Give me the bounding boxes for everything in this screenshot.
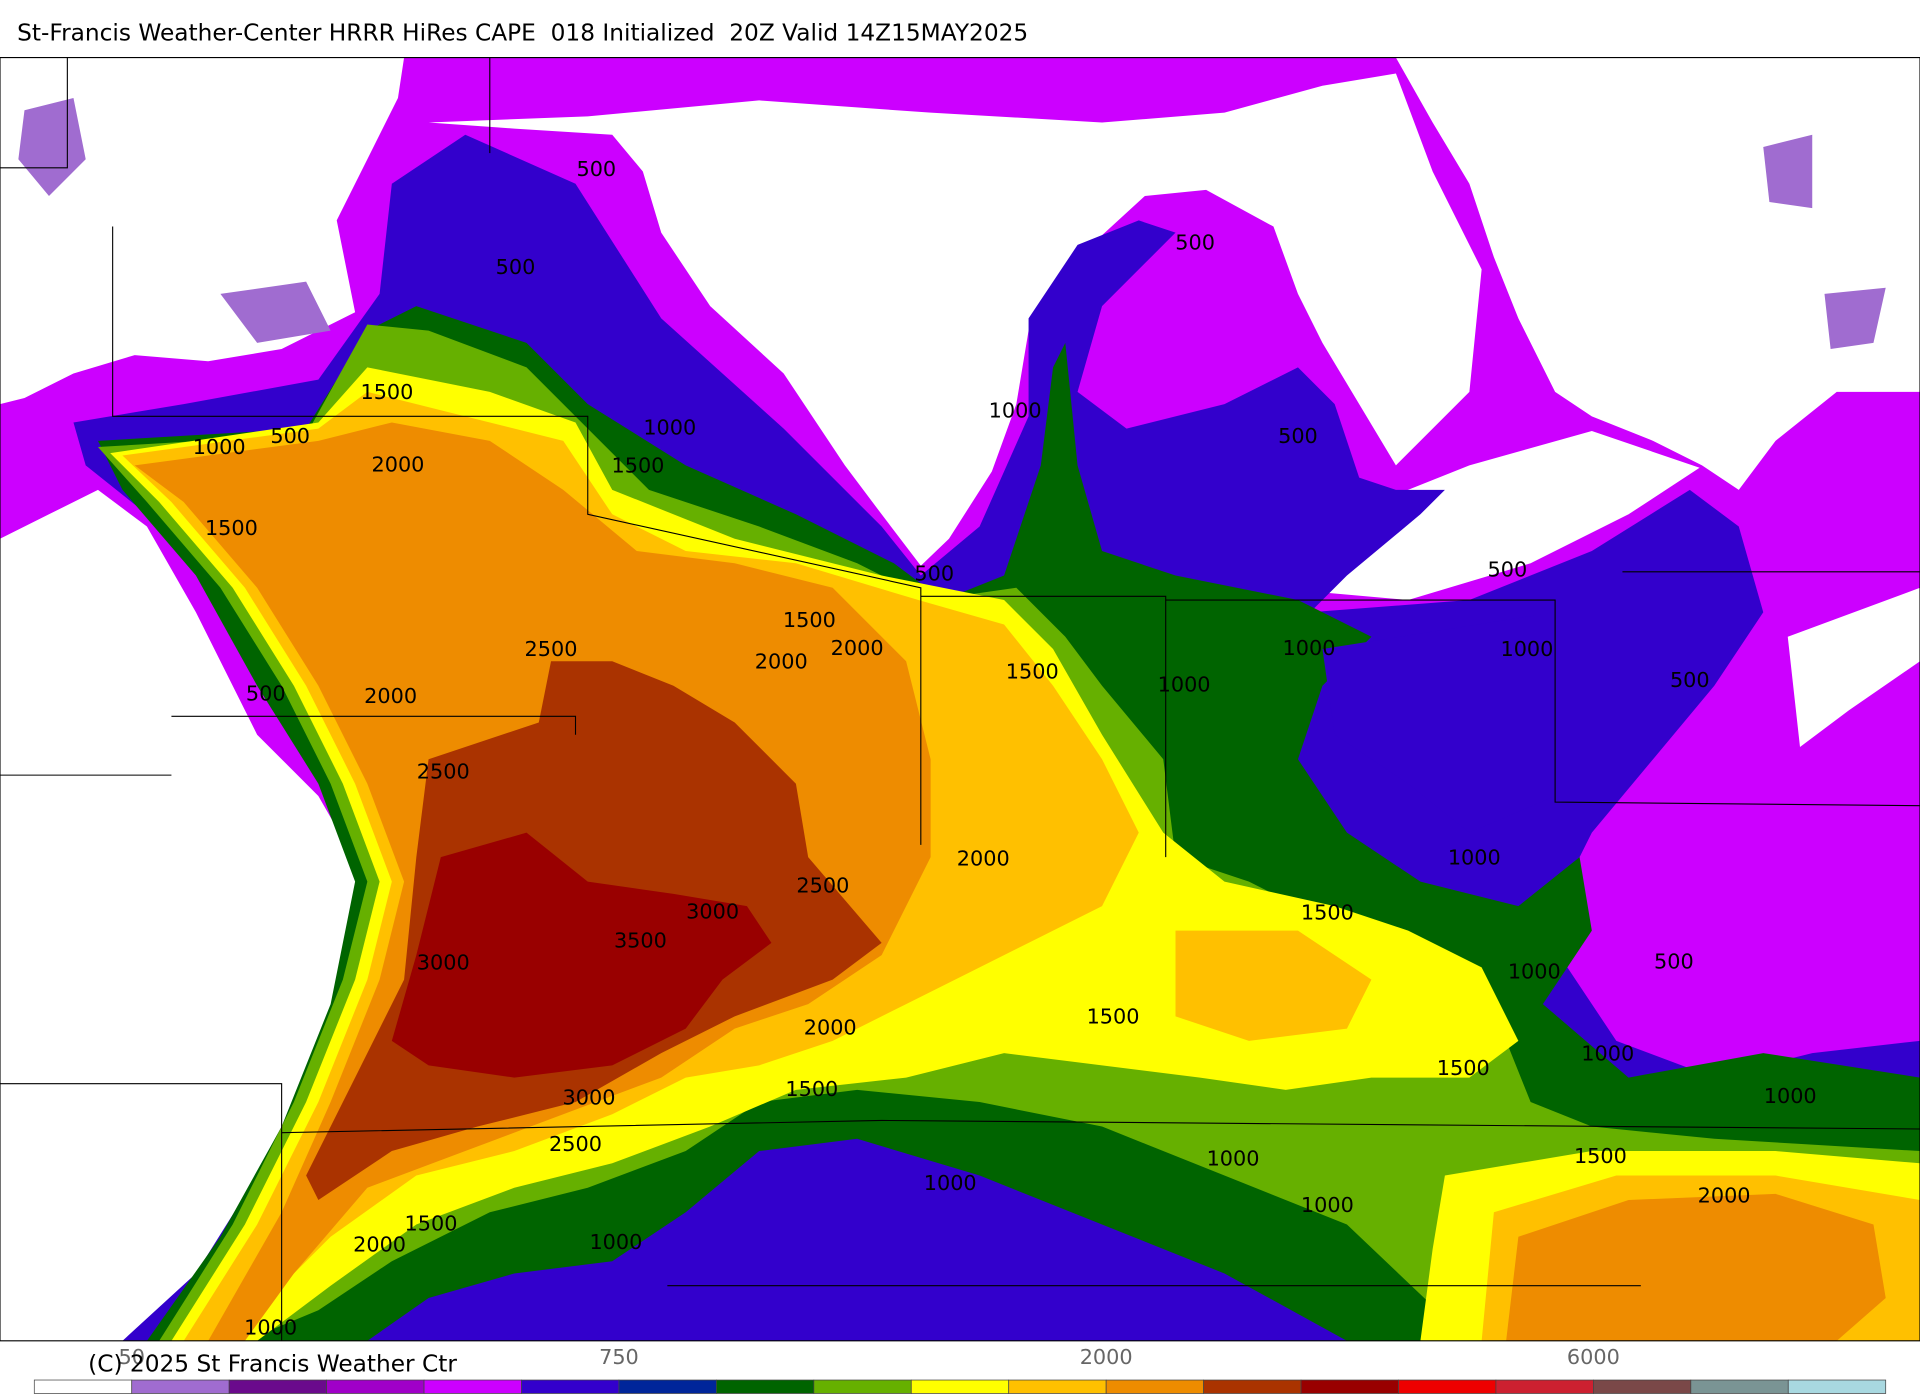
colorbar-label: 6000 xyxy=(1567,1345,1620,1369)
contour-label: 1000 xyxy=(1207,1147,1260,1171)
copyright: (C) 2025 St Francis Weather Ctr xyxy=(88,1350,457,1377)
contour-label: 1500 xyxy=(1006,659,1059,683)
contour-label: 500 xyxy=(270,424,310,448)
contour-label: 2000 xyxy=(804,1016,857,1040)
contour-label: 2000 xyxy=(1698,1183,1751,1207)
contour-label: 500 xyxy=(1670,668,1710,692)
contour-label: 1000 xyxy=(1764,1084,1817,1108)
colorbar-swatch xyxy=(1008,1379,1107,1394)
contour-label: 1500 xyxy=(1301,900,1354,924)
colorbar-swatch xyxy=(131,1379,230,1394)
colorbar-swatch xyxy=(716,1379,815,1394)
colorbar-swatch xyxy=(1105,1379,1204,1394)
colorbar-label: 750 xyxy=(599,1345,639,1369)
colorbar-label: 2000 xyxy=(1080,1345,1133,1369)
contour-label: 1000 xyxy=(643,416,696,440)
contour-label: 2000 xyxy=(353,1232,406,1256)
contour-label: 500 xyxy=(1175,231,1215,255)
colorbar-swatch xyxy=(1300,1379,1399,1394)
colorbar-swatch xyxy=(423,1379,522,1394)
colorbar-swatch xyxy=(228,1379,327,1394)
contour-label: 1500 xyxy=(205,516,258,540)
colorbar-swatch xyxy=(1787,1379,1887,1394)
contour-label: 1000 xyxy=(244,1316,297,1340)
contour-label: 3000 xyxy=(563,1085,616,1109)
contour-label: 500 xyxy=(914,561,954,585)
contour-label: 1500 xyxy=(611,454,664,478)
contour-label: 500 xyxy=(1487,558,1527,582)
contour-label: 1500 xyxy=(1574,1144,1627,1168)
contour-label: 500 xyxy=(1654,949,1694,973)
contour-labels: 500 500 1500 1000 500 2000 1000 1500 1500 500 1000… xyxy=(193,157,1817,1339)
colorbar-swatch xyxy=(1593,1379,1692,1394)
contour-label: 1500 xyxy=(1437,1056,1490,1080)
contour-label: 2500 xyxy=(525,637,578,661)
contour-label: 1000 xyxy=(589,1230,642,1254)
colorbar-swatch xyxy=(1203,1379,1302,1394)
contour-label: 1000 xyxy=(1158,673,1211,697)
contour-label: 1000 xyxy=(1508,959,1561,983)
contour-label: 3000 xyxy=(417,951,470,975)
boundaries xyxy=(0,57,1920,1342)
colorbar-swatch xyxy=(33,1379,133,1394)
contour-label: 1500 xyxy=(783,608,836,632)
contour-label: 500 xyxy=(576,157,616,181)
contour-label: 3000 xyxy=(686,899,739,923)
contour-label: 1000 xyxy=(989,398,1042,422)
colorbar-swatch xyxy=(521,1379,620,1394)
colorbar-swatch xyxy=(1495,1379,1594,1394)
contour-label: 2000 xyxy=(755,649,808,673)
colorbar: 50 750 2000 6000 xyxy=(33,1345,1887,1394)
contour-label: 3500 xyxy=(614,929,667,953)
contour-label: 1500 xyxy=(405,1212,458,1236)
contour-label: 1500 xyxy=(785,1077,838,1101)
contour-label: 1500 xyxy=(1087,1005,1140,1029)
colorbar-swatch xyxy=(813,1379,912,1394)
colorbar-swatch xyxy=(910,1379,1010,1394)
colorbar-swatch xyxy=(618,1379,717,1394)
contour-label: 1000 xyxy=(1500,637,1553,661)
contour-label: 2500 xyxy=(796,874,849,898)
contour-label: 1000 xyxy=(1283,636,1336,660)
colorbar-swatch xyxy=(1690,1379,1789,1394)
cape-field xyxy=(0,57,1920,1341)
title: St-Francis Weather-Center HRRR HiRes CAP… xyxy=(17,19,1028,46)
colorbar-swatch xyxy=(1398,1379,1497,1394)
contour-label: 1000 xyxy=(1301,1193,1354,1217)
contour-label: 2000 xyxy=(957,847,1010,871)
contour-label: 2500 xyxy=(417,760,470,784)
contour-label: 500 xyxy=(496,255,536,279)
contour-label: 2000 xyxy=(371,452,424,476)
contour-label: 2000 xyxy=(364,684,417,708)
contour-label: 1000 xyxy=(924,1171,977,1195)
colorbar-swatch xyxy=(326,1379,425,1394)
contour-label: 500 xyxy=(1278,424,1318,448)
contour-label: 1000 xyxy=(1581,1041,1634,1065)
contour-label: 2000 xyxy=(831,636,884,660)
contour-label: 1500 xyxy=(360,380,413,404)
contour-label: 1000 xyxy=(193,435,246,459)
contour-label: 500 xyxy=(246,681,286,705)
contour-label: 2500 xyxy=(549,1132,602,1156)
contour-label: 1000 xyxy=(1448,845,1501,869)
colorbar-label: 50 xyxy=(118,1345,144,1369)
